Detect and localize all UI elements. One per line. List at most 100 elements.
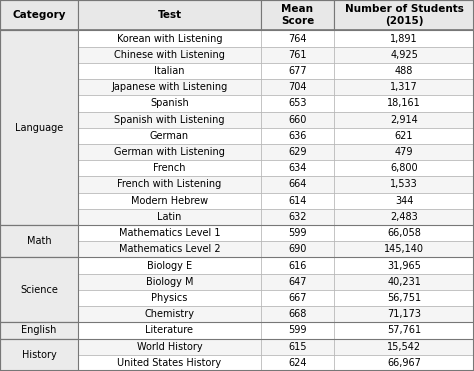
Bar [261,339,334,355]
Text: 71,173: 71,173 [387,309,421,319]
Text: Number of Students
(2015): Number of Students (2015) [345,4,464,26]
Bar [78,322,261,339]
Bar [261,0,334,30]
Bar [334,112,474,128]
Bar [261,112,334,128]
Text: 31,965: 31,965 [387,260,421,270]
Text: 599: 599 [288,325,307,335]
Text: Mean
Score: Mean Score [281,4,314,26]
Text: Test: Test [157,10,182,20]
Text: 66,058: 66,058 [387,228,421,238]
Text: French with Listening: French with Listening [118,180,221,190]
Bar [261,193,334,209]
Text: 761: 761 [288,50,307,60]
Bar [261,47,334,63]
Bar [261,144,334,160]
Bar [334,79,474,95]
Bar [334,30,474,47]
Text: 2,914: 2,914 [390,115,418,125]
Text: Italian: Italian [154,66,185,76]
Text: 647: 647 [288,277,307,287]
Text: 636: 636 [288,131,307,141]
Bar [334,0,474,30]
Text: Korean with Listening: Korean with Listening [117,33,222,43]
Bar [78,0,261,30]
Text: Biology E: Biology E [147,260,192,270]
Bar [334,306,474,322]
Text: 488: 488 [395,66,413,76]
Text: 66,967: 66,967 [387,358,421,368]
Bar [261,274,334,290]
Bar [334,339,474,355]
Text: 57,761: 57,761 [387,325,421,335]
Text: 653: 653 [288,98,307,108]
Bar [78,290,261,306]
Text: Latin: Latin [157,212,182,222]
Text: History: History [22,350,56,360]
Bar [78,274,261,290]
Text: Biology M: Biology M [146,277,193,287]
Text: 614: 614 [288,196,307,206]
Text: 634: 634 [288,163,307,173]
Bar [78,128,261,144]
Bar [334,128,474,144]
Text: 677: 677 [288,66,307,76]
Text: 615: 615 [288,342,307,352]
Bar [0,0,78,30]
Text: 15,542: 15,542 [387,342,421,352]
Text: 344: 344 [395,196,413,206]
Bar [78,176,261,193]
Text: Japanese with Listening: Japanese with Listening [111,82,228,92]
Bar [261,225,334,241]
Bar [261,209,334,225]
Text: 56,751: 56,751 [387,293,421,303]
Text: Modern Hebrew: Modern Hebrew [131,196,208,206]
Bar [334,95,474,112]
Text: Spanish with Listening: Spanish with Listening [114,115,225,125]
Bar [78,355,261,371]
Bar [78,30,261,47]
Bar [334,209,474,225]
Bar [78,95,261,112]
Text: German: German [150,131,189,141]
Bar [334,47,474,63]
Bar [78,257,261,274]
Text: 629: 629 [288,147,307,157]
Bar [261,63,334,79]
Text: Math: Math [27,236,51,246]
Bar [261,322,334,339]
Bar [78,339,261,355]
Bar [261,176,334,193]
Text: 668: 668 [288,309,307,319]
Bar [261,257,334,274]
Text: 18,161: 18,161 [387,98,421,108]
Text: 145,140: 145,140 [384,244,424,255]
Bar [261,306,334,322]
Text: 690: 690 [288,244,307,255]
Bar [261,355,334,371]
Text: Chemistry: Chemistry [145,309,194,319]
Bar [261,160,334,176]
Text: 4,925: 4,925 [390,50,418,60]
Text: German with Listening: German with Listening [114,147,225,157]
Text: World History: World History [137,342,202,352]
Text: 40,231: 40,231 [387,277,421,287]
Text: Science: Science [20,285,58,295]
Bar [334,193,474,209]
Bar [0,225,78,257]
Bar [0,322,78,339]
Text: 632: 632 [288,212,307,222]
Bar [0,30,78,225]
Bar [261,79,334,95]
Bar [334,160,474,176]
Text: 6,800: 6,800 [390,163,418,173]
Bar [334,322,474,339]
Bar [261,30,334,47]
Bar [334,355,474,371]
Text: French: French [153,163,186,173]
Text: 1,891: 1,891 [390,33,418,43]
Bar [0,257,78,322]
Text: Literature: Literature [146,325,193,335]
Text: Physics: Physics [151,293,188,303]
Bar [78,79,261,95]
